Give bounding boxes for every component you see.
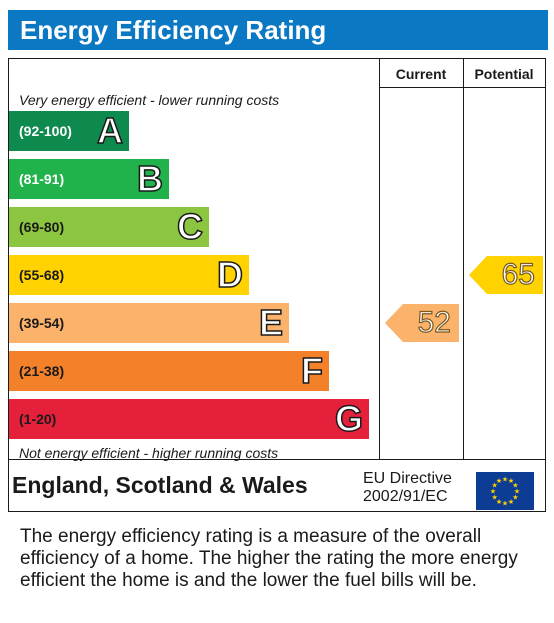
star-icon: ★ (514, 488, 520, 496)
band-a: (92-100) A (9, 109, 129, 152)
directive-line-1: EU Directive (363, 470, 452, 487)
arrow-value-label: 52 (417, 305, 452, 339)
band-letter-label: C (176, 205, 204, 248)
band-letter-label: G (334, 397, 364, 440)
star-icon: ★ (502, 476, 508, 484)
footer-country: England, Scotland & Wales (12, 472, 308, 498)
title-bar: Energy Efficiency Rating (8, 10, 548, 50)
star-icon: ★ (508, 477, 514, 485)
band-range-label: (21-38) (19, 363, 65, 379)
band-letter-label: D (216, 253, 244, 296)
eu-flag-icon: ★ ★ ★ ★ ★ ★ ★ ★ ★ ★ ★ ★ (476, 472, 534, 510)
band-letter-label: A (96, 109, 124, 152)
band-letter-label: F (300, 349, 324, 392)
star-icon: ★ (496, 477, 502, 485)
top-caption: Very energy efficient - lower running co… (19, 92, 280, 108)
star-icon: ★ (502, 500, 508, 508)
column-divider-potential (463, 59, 464, 459)
description: The energy efficiency rating is a measur… (20, 526, 518, 591)
star-icon: ★ (508, 498, 514, 506)
band-e: (39-54) E (9, 301, 289, 344)
band-range-label: (55-68) (19, 267, 65, 283)
band-letter-label: B (136, 157, 164, 200)
band-range-label: (81-91) (19, 171, 65, 187)
band-range-label: (39-54) (19, 315, 65, 331)
band-range-label: (92-100) (19, 123, 72, 139)
arrow-shape (469, 256, 543, 294)
directive-line-2: 2002/91/EC (363, 488, 448, 505)
band-letter-label: E (258, 301, 284, 344)
arrow-current: 52 (385, 304, 459, 342)
star-icon: ★ (512, 494, 518, 502)
column-header-current: Current (395, 66, 447, 82)
column-header-potential: Potential (474, 66, 534, 82)
band-range-label: (1-20) (19, 411, 57, 427)
footer-directive: EU Directive 2002/91/EC (363, 470, 452, 506)
band-d: (55-68) D (9, 253, 249, 296)
star-icon: ★ (512, 482, 518, 490)
arrow-value-label: 65 (501, 257, 536, 291)
band-b: (81-91) B (9, 157, 169, 200)
band-g: (1-20) G (9, 397, 369, 440)
band-c: (69-80) C (9, 205, 209, 248)
star-icon: ★ (496, 498, 502, 506)
band-range-label: (69-80) (19, 219, 65, 235)
header-divider (379, 87, 545, 88)
arrow-potential: 65 (469, 256, 543, 294)
arrow-shape (385, 304, 459, 342)
bottom-caption: Not energy efficient - higher running co… (19, 445, 279, 461)
chart-title: Energy Efficiency Rating (20, 15, 327, 45)
column-divider-current (379, 59, 380, 459)
rating-table: Current Potential Very energy efficient … (8, 58, 546, 512)
band-f: (21-38) F (9, 349, 329, 392)
footer-divider (9, 459, 545, 460)
star-icon: ★ (490, 488, 496, 496)
star-icon: ★ (491, 494, 497, 502)
star-icon: ★ (491, 482, 497, 490)
